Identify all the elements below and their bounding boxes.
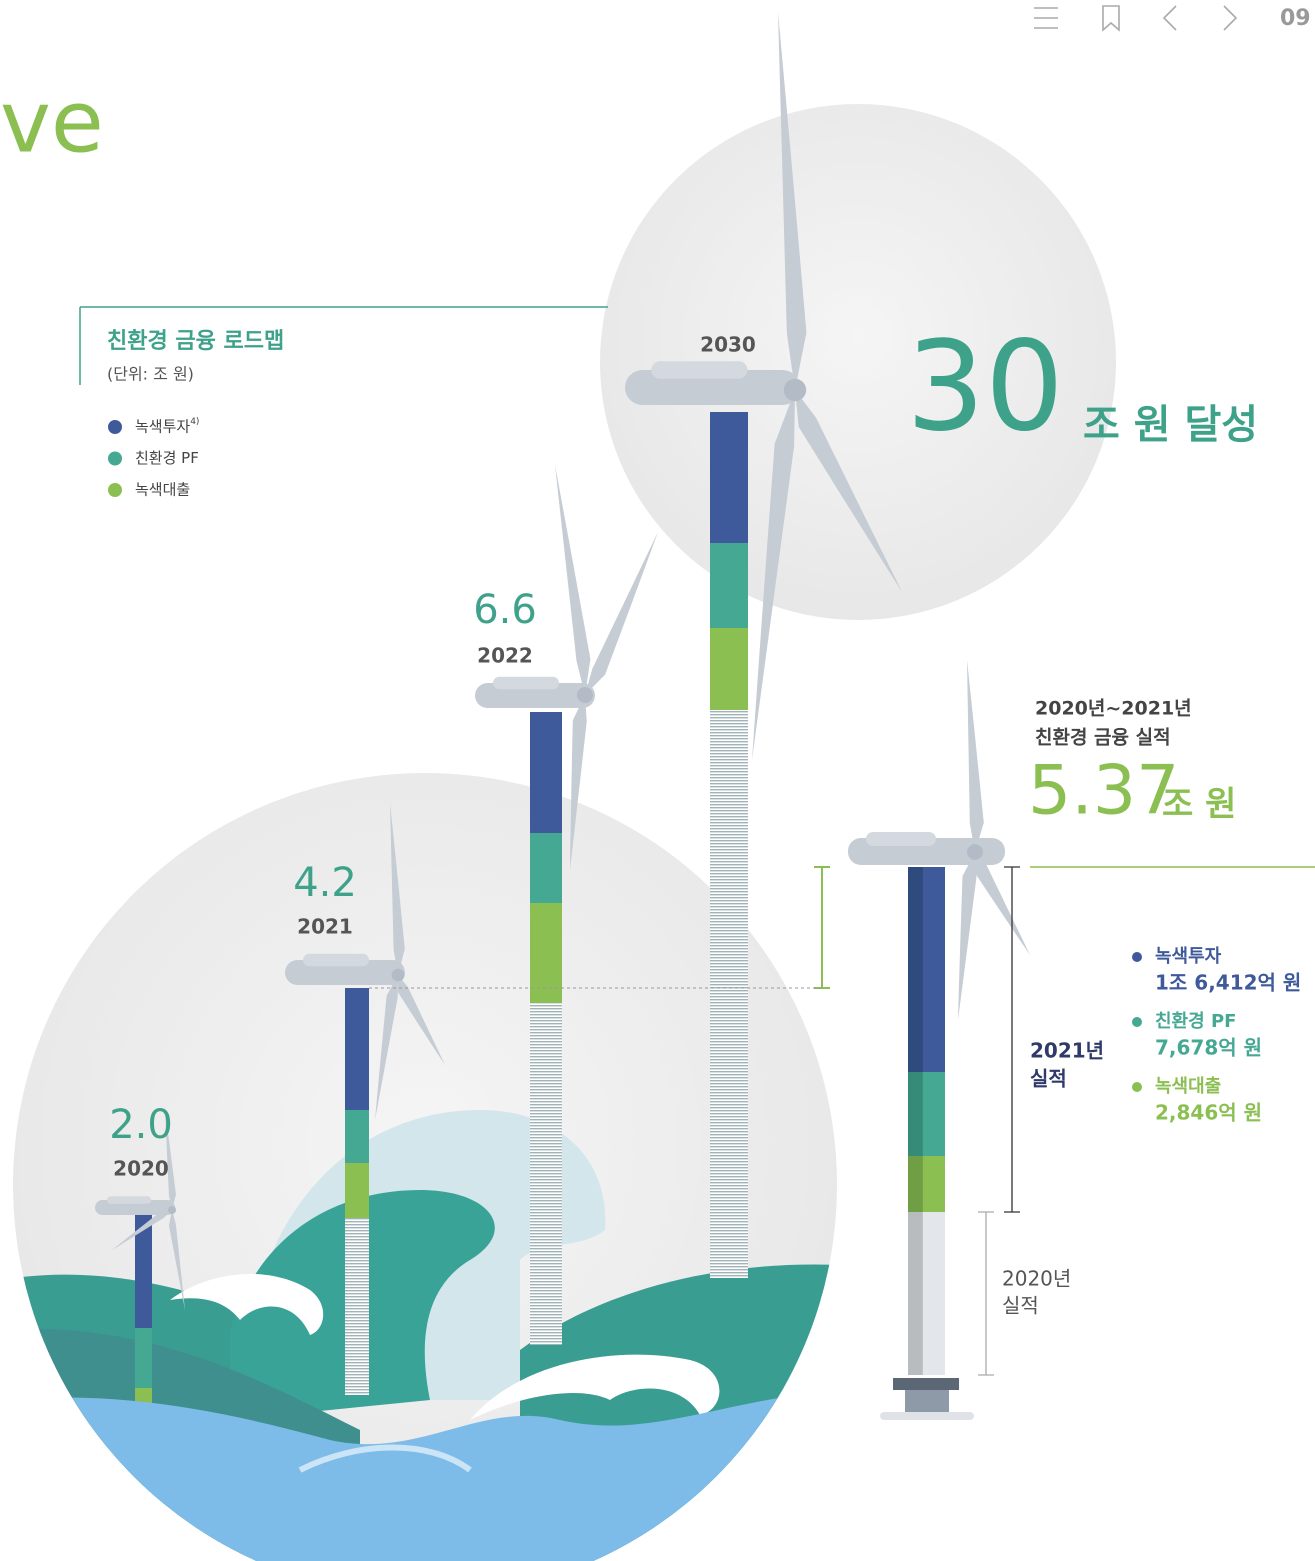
item-name: 친환경 PF xyxy=(1155,1010,1236,1032)
performance-base-shade xyxy=(908,1212,923,1375)
label-2020: 2020년 xyxy=(1002,1267,1071,1291)
performance-foot xyxy=(905,1390,949,1412)
item-amount: 1조 6,412억 원 xyxy=(1155,971,1301,995)
turbine-blade xyxy=(795,390,902,592)
performance-segment-shade xyxy=(908,1156,923,1212)
nav-icons xyxy=(1034,5,1238,32)
performance-foot xyxy=(893,1378,959,1390)
foam xyxy=(470,1354,720,1420)
turbine-hub xyxy=(783,378,807,402)
tower-segment xyxy=(135,1328,152,1388)
water-front xyxy=(13,1390,837,1561)
tower-segment xyxy=(345,1110,369,1163)
item-name: 녹색투자 xyxy=(1155,946,1222,967)
label-2020: 실적 xyxy=(1002,1294,1039,1318)
turbine-blade xyxy=(397,975,445,1065)
turbine-hub xyxy=(577,687,593,703)
turbine-blade xyxy=(778,12,807,390)
performance-total: 5.37 xyxy=(1028,752,1179,831)
item-amount: 2,846억 원 xyxy=(1155,1101,1262,1125)
tower-total: 4.2 xyxy=(293,860,357,906)
turbine-nacelle-top xyxy=(866,832,936,846)
foam xyxy=(170,1273,324,1335)
towers xyxy=(95,12,1030,1440)
menu-icon[interactable] xyxy=(1034,7,1058,29)
page-number: 09 xyxy=(1280,6,1311,31)
tower-future xyxy=(345,1218,369,1395)
goal-suffix: 조 원 달성 xyxy=(1083,402,1258,448)
roadmap-unit: (단위: 조 원) xyxy=(107,365,194,384)
bracket-2020 xyxy=(978,1211,994,1376)
bookmark-icon[interactable] xyxy=(1102,5,1120,32)
tower-future xyxy=(530,1003,562,1345)
legend-dot xyxy=(108,483,122,497)
turbine-blade xyxy=(967,660,984,852)
roadmap-title: 친환경 금융 로드맵 xyxy=(107,329,284,354)
tower-year: 2022 xyxy=(477,644,533,668)
performance-segment-shade xyxy=(908,1072,923,1156)
tower-segment xyxy=(710,543,748,628)
performance-segment-shade xyxy=(908,867,923,1072)
performance-title: 친환경 금융 실적 xyxy=(1035,727,1171,749)
turbine-blade xyxy=(570,695,587,870)
turbine-blade xyxy=(585,532,658,695)
item-amount: 7,678억 원 xyxy=(1155,1036,1262,1060)
turbine-blade xyxy=(958,852,977,1020)
turbine-blade xyxy=(168,1210,185,1310)
turbine-nacelle-top xyxy=(303,953,369,967)
tower-segment xyxy=(710,628,748,710)
tower-segment xyxy=(530,712,562,833)
turbine-blade xyxy=(375,975,398,1120)
tower-year: 2030 xyxy=(700,333,756,357)
heading-fragment: ve xyxy=(0,72,104,172)
legend-note: 4) xyxy=(190,417,199,427)
performance-ground xyxy=(880,1412,974,1420)
tower-segment xyxy=(345,1163,369,1218)
turbine-nacelle-top xyxy=(651,361,748,379)
legend-dot xyxy=(108,420,122,434)
item-dot xyxy=(1132,1082,1142,1092)
turbine-blade xyxy=(555,465,591,695)
turbine-nacelle-top xyxy=(107,1196,151,1204)
label-2021: 실적 xyxy=(1030,1067,1067,1091)
turbine-blade xyxy=(974,852,1030,955)
tower-segment xyxy=(710,412,748,543)
legend-label: 녹색투자4) xyxy=(135,417,199,436)
legend-label: 녹색대출 xyxy=(135,481,190,499)
turbine-hub xyxy=(168,1206,176,1214)
turbine-hub xyxy=(391,968,405,982)
tower-segment xyxy=(135,1215,152,1328)
bracket-compare xyxy=(814,866,830,989)
tower-year: 2020 xyxy=(113,1157,169,1181)
item-dot xyxy=(1132,1017,1142,1027)
turbine-blade xyxy=(165,1110,176,1210)
performance-unit: 조 원 xyxy=(1162,785,1236,825)
tower-segment xyxy=(530,833,562,903)
bracket-2021 xyxy=(1004,866,1020,1213)
performance-period: 2020년~2021년 xyxy=(1035,698,1192,720)
item-name: 녹색대출 xyxy=(1155,1076,1221,1097)
legend-label: 친환경 PF xyxy=(135,449,199,467)
turbine-blade xyxy=(390,803,405,975)
label-2021: 2021년 xyxy=(1030,1039,1104,1063)
turbine-nacelle-top xyxy=(493,676,559,690)
item-dot xyxy=(1132,952,1142,962)
goal-number: 30 xyxy=(906,315,1064,459)
turbine-blade xyxy=(112,1210,172,1250)
prev-icon[interactable] xyxy=(1162,5,1177,31)
tower-year: 2021 xyxy=(297,915,353,939)
turbine-hub xyxy=(967,844,983,860)
tower-segment xyxy=(530,903,562,1003)
tower-total: 6.6 xyxy=(473,587,537,633)
legend-dot xyxy=(108,451,122,466)
water-line xyxy=(298,1444,472,1473)
tower-segment xyxy=(345,988,369,1110)
turbine-blade xyxy=(752,390,795,760)
tower-total: 2.0 xyxy=(109,1102,173,1148)
tower-future xyxy=(710,710,748,1278)
water xyxy=(13,1390,837,1561)
next-icon[interactable] xyxy=(1223,5,1238,31)
